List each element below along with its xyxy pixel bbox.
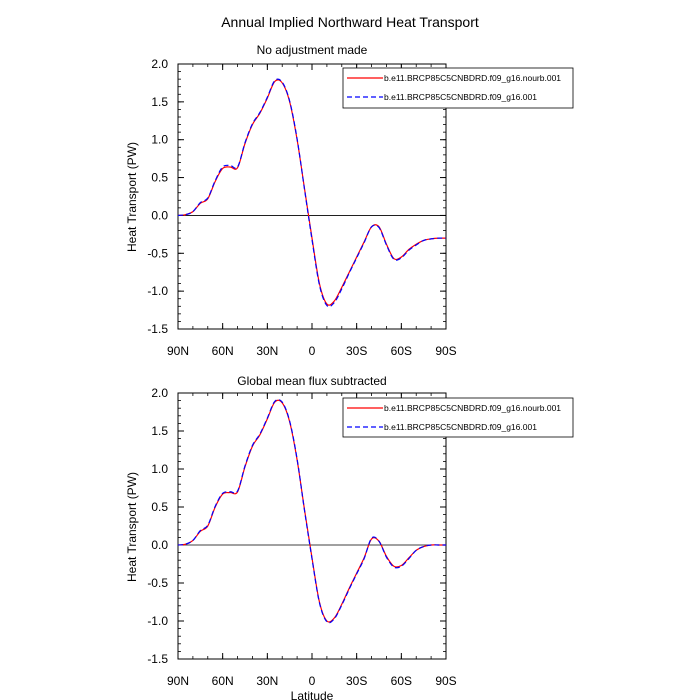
x-tick-label: 30N (256, 674, 278, 688)
panel-subtitle: Global mean flux subtracted (237, 374, 386, 388)
axis-ticks: -1.5 -1.0 -0.5 0.0 0.5 1.0 1.5 2.0 90N 60N 30N 0 30S… (147, 386, 456, 688)
x-tick-label: 90S (435, 344, 456, 358)
series-layer (177, 78, 447, 308)
y-tick-label: 1.0 (151, 133, 168, 147)
chart-panel-bottom: Global mean flux subtracted Heat Transpo… (125, 374, 574, 700)
x-tick-label: 30S (346, 674, 367, 688)
x-tick-label: 60S (391, 344, 412, 358)
series-line-control (177, 78, 447, 308)
legend-label-nourb: b.e11.BRCP85C5CNBDRD.f09_g16.nourb.001 (384, 73, 561, 83)
y-tick-label: -1.5 (147, 652, 168, 666)
series-line-control (177, 398, 446, 624)
y-tick-label: 0.5 (151, 500, 168, 514)
y-tick-label: 1.0 (151, 462, 168, 476)
x-tick-label: 30N (256, 344, 278, 358)
y-axis-label: Heat Transport (PW) (125, 472, 139, 582)
y-tick-label: -1.0 (147, 284, 168, 298)
y-tick-label: 0.5 (151, 171, 168, 185)
series-line-nourb (177, 79, 447, 306)
panel-subtitle: No adjustment made (257, 43, 368, 57)
x-tick-label: 90N (167, 344, 189, 358)
x-axis-label: Latitude (291, 689, 334, 700)
figure-title: Annual Implied Northward Heat Transport (221, 14, 479, 30)
x-tick-label: 60N (212, 674, 234, 688)
y-tick-label: -1.5 (147, 322, 168, 336)
x-tick-label: 60S (391, 674, 412, 688)
x-tick-label: 30S (346, 344, 367, 358)
y-tick-label: 1.5 (151, 424, 168, 438)
x-tick-label: 60N (212, 344, 234, 358)
y-tick-label: -1.0 (147, 614, 168, 628)
y-tick-label: 0.0 (151, 538, 168, 552)
legend-box (342, 67, 574, 109)
axis-ticks: -1.5 -1.0 -0.5 0.0 0.5 1.0 1.5 2.0 90N 60N 30N 0 30S… (147, 57, 456, 358)
series-layer (177, 398, 446, 624)
x-tick-label: 90N (167, 674, 189, 688)
legend-label-control: b.e11.BRCP85C5CNBDRD.f09_g16.001 (384, 422, 537, 432)
legend-box (342, 397, 574, 438)
y-tick-label: 2.0 (151, 57, 168, 71)
legend: b.e11.BRCP85C5CNBDRD.f09_g16.nourb.001 b… (342, 67, 574, 109)
y-tick-label: 1.5 (151, 95, 168, 109)
y-tick-label: -0.5 (147, 576, 168, 590)
y-axis-label: Heat Transport (PW) (125, 142, 139, 252)
y-tick-label: 0.0 (151, 208, 168, 222)
legend-label-nourb: b.e11.BRCP85C5CNBDRD.f09_g16.nourb.001 (384, 403, 561, 413)
legend: b.e11.BRCP85C5CNBDRD.f09_g16.nourb.001 b… (342, 397, 574, 438)
x-tick-label: 0 (309, 674, 316, 688)
chart-panel-top: No adjustment made Heat Transport (PW) -… (125, 43, 574, 358)
x-tick-label: 0 (309, 344, 316, 358)
y-tick-label: -0.5 (147, 246, 168, 260)
legend-label-control: b.e11.BRCP85C5CNBDRD.f09_g16.001 (384, 92, 537, 102)
y-tick-label: 2.0 (151, 386, 168, 400)
x-tick-label: 90S (435, 674, 456, 688)
